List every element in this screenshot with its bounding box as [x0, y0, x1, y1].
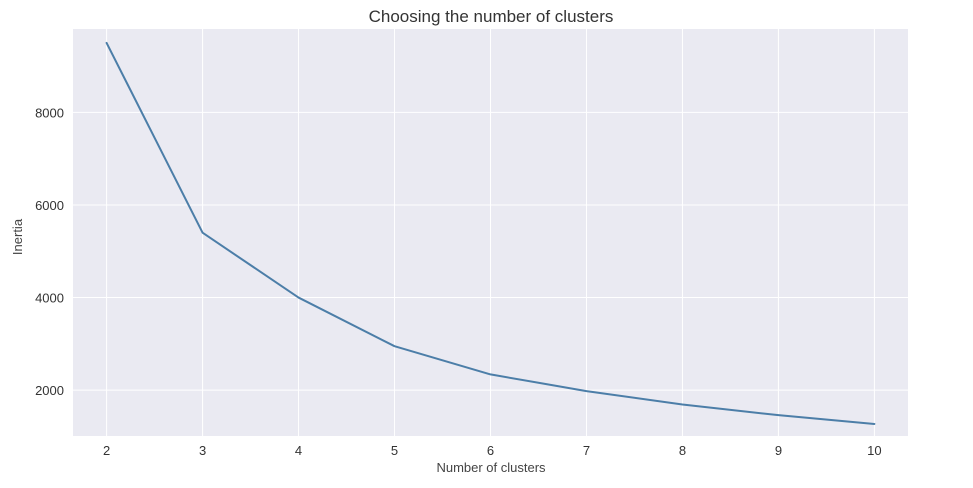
x-tick-label: 7	[583, 443, 590, 458]
x-tick-label: 3	[199, 443, 206, 458]
x-tick-label: 5	[391, 443, 398, 458]
chart-title: Choosing the number of clusters	[369, 7, 614, 26]
y-tick-label: 8000	[35, 105, 64, 120]
x-tick-label: 6	[487, 443, 494, 458]
x-tick-label: 2	[103, 443, 110, 458]
x-tick-label: 9	[775, 443, 782, 458]
y-axis-label: Inertia	[10, 218, 25, 255]
x-tick-label: 10	[867, 443, 881, 458]
x-tick-label: 4	[295, 443, 302, 458]
y-tick-label: 4000	[35, 291, 64, 306]
x-axis-label: Number of clusters	[436, 460, 546, 475]
y-tick-label: 6000	[35, 198, 64, 213]
y-tick-label: 2000	[35, 383, 64, 398]
x-tick-label: 8	[679, 443, 686, 458]
y-tick-labels: 2000 4000 6000 8000	[35, 105, 64, 398]
x-tick-labels: 2 3 4 5 6 7 8 9 10	[103, 443, 882, 458]
